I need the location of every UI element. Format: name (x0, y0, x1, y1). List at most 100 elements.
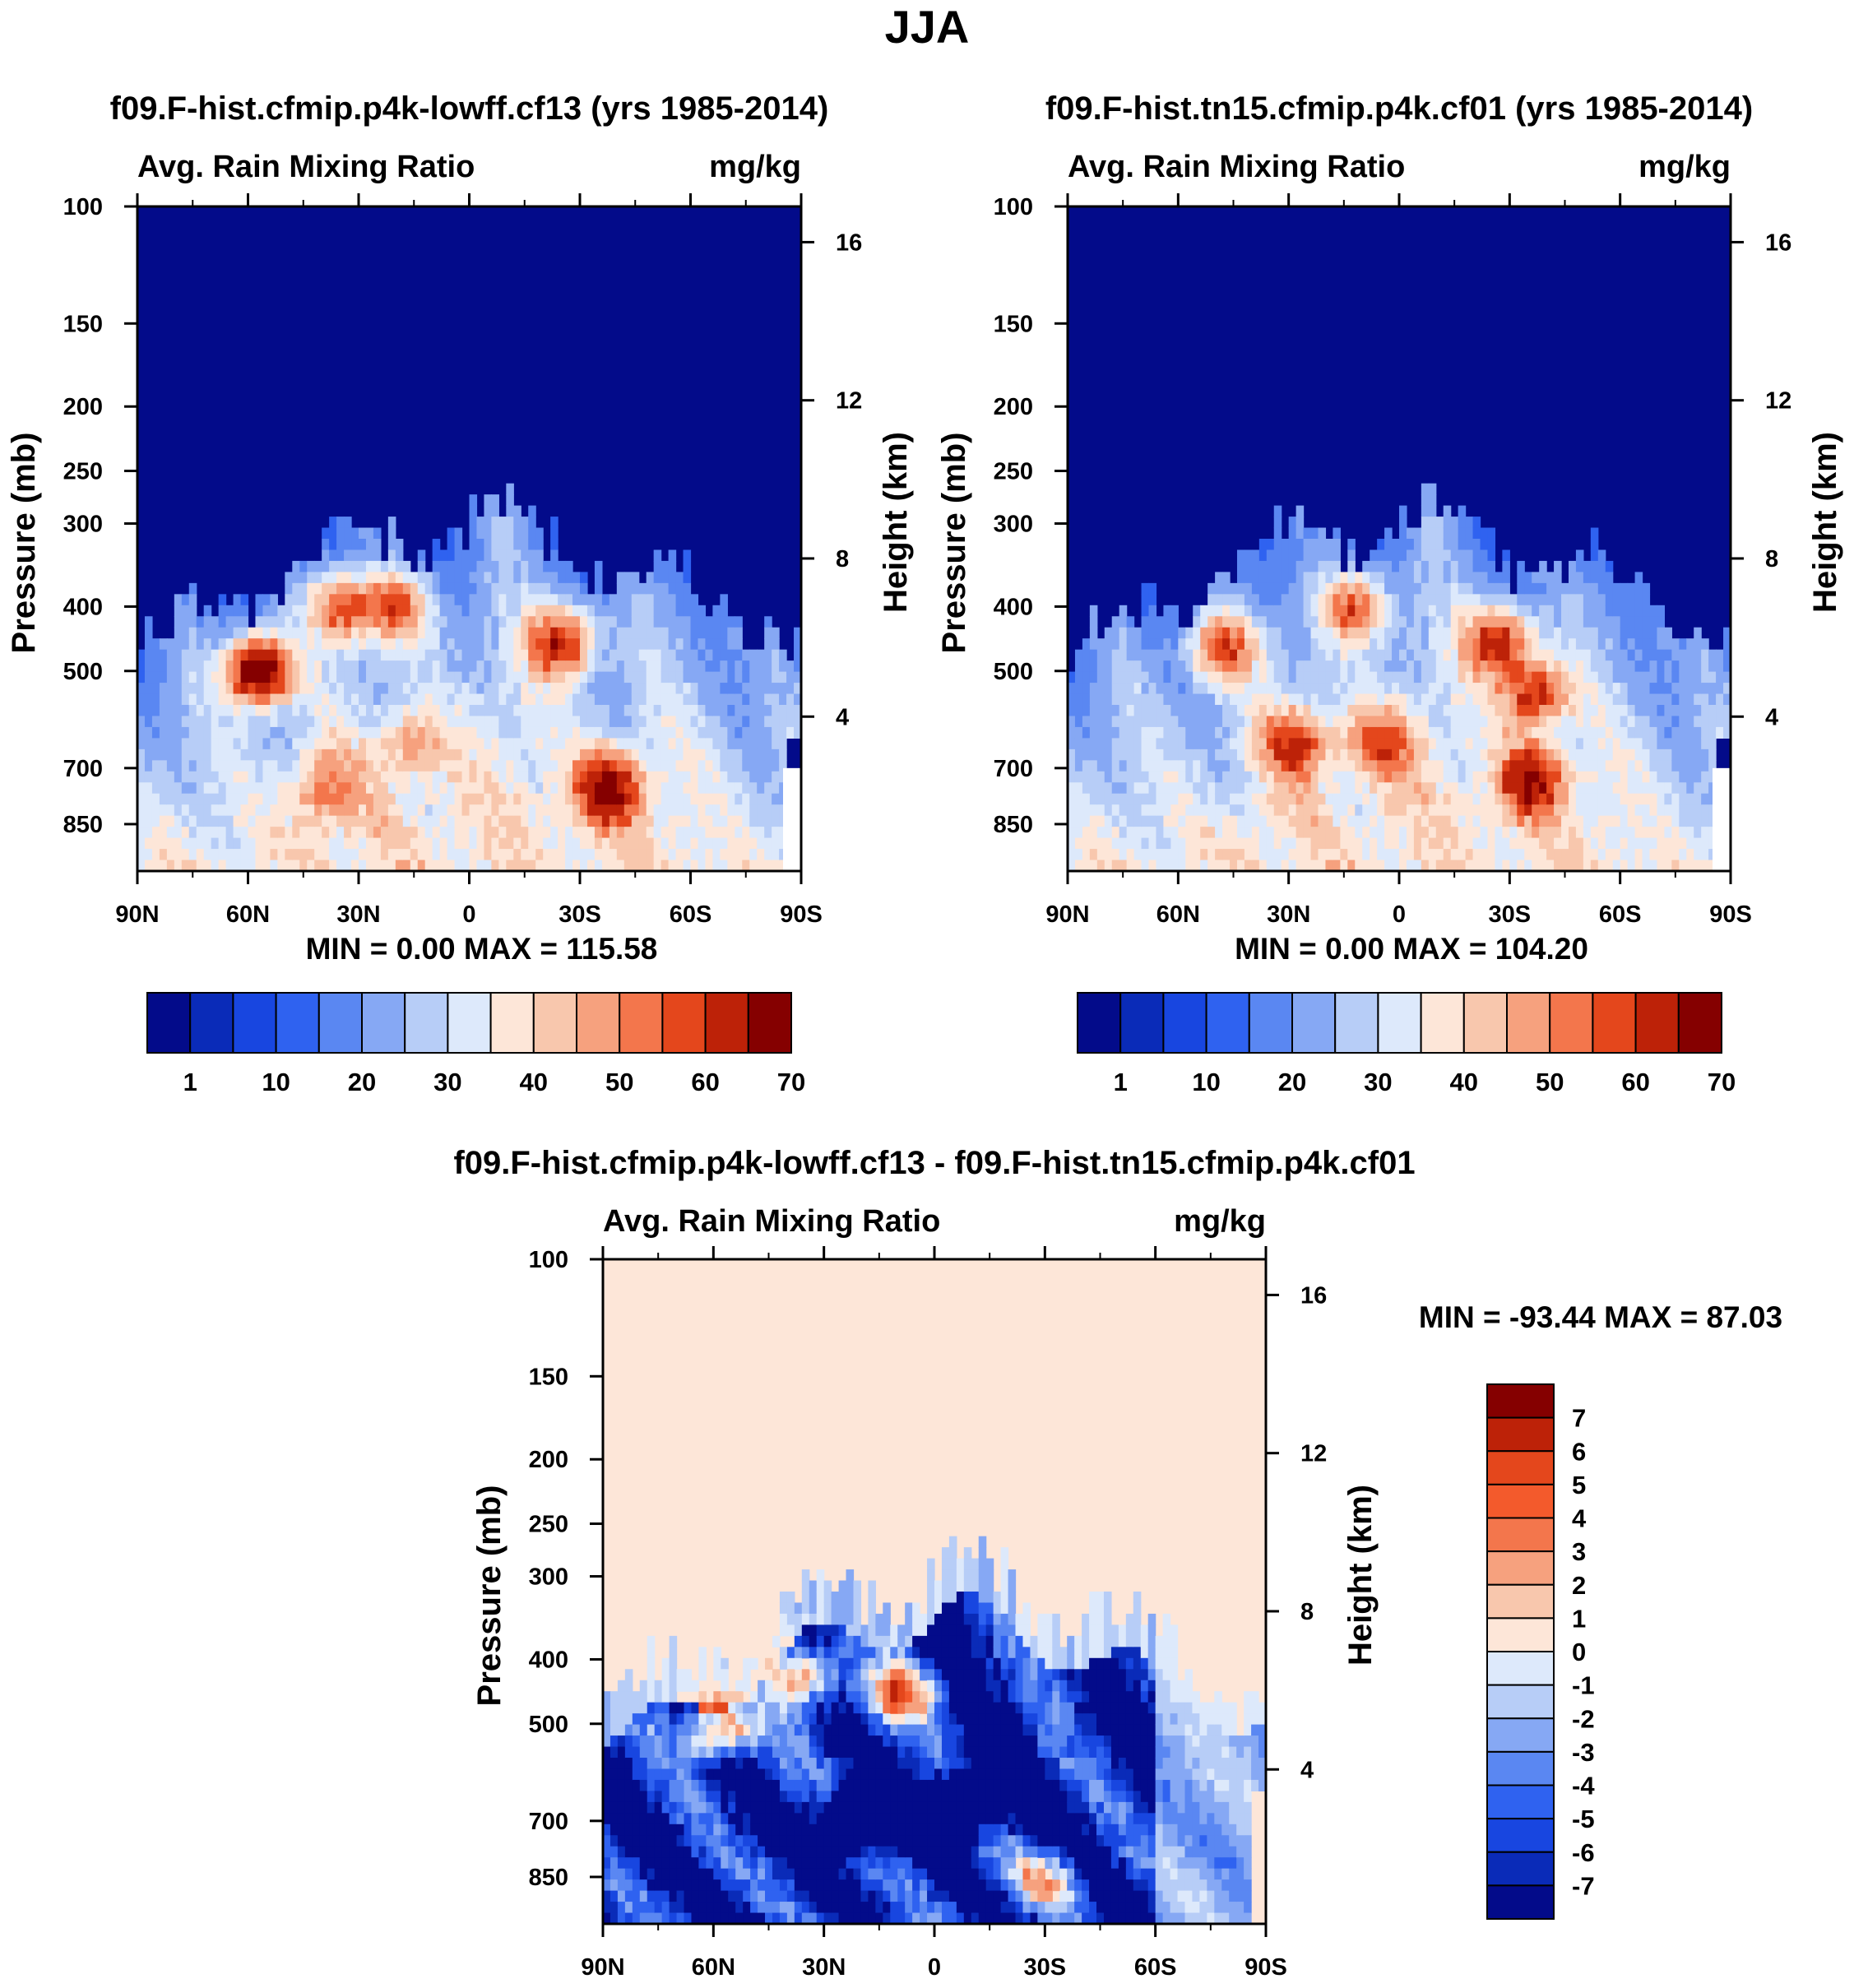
contour-cell (373, 827, 382, 839)
contour-cell (1207, 716, 1216, 728)
contour-cell (498, 748, 507, 761)
contour-cell (616, 837, 625, 850)
contour-cell (1597, 660, 1606, 673)
contour-cell (1258, 605, 1268, 617)
contour-cell (211, 716, 220, 728)
contour-cell (248, 748, 257, 761)
contour-cell (616, 793, 625, 805)
contour-cell (1679, 804, 1687, 817)
contour-cell (764, 716, 772, 728)
contour-cell (1207, 627, 1216, 639)
contour-cell (1502, 627, 1510, 639)
contour-cell (277, 771, 285, 783)
contour-cell (359, 549, 367, 562)
contour-cell (1082, 738, 1091, 750)
contour-cell (749, 860, 758, 872)
contour-cell (550, 560, 559, 572)
contour-cell (447, 793, 456, 805)
contour-cell (166, 693, 175, 706)
contour-cell (742, 837, 750, 850)
colorbar-label: 20 (348, 1068, 376, 1096)
contour-cell (1450, 782, 1459, 795)
contour-cell (1472, 660, 1481, 673)
contour-cell (1193, 660, 1201, 673)
contour-cell (1251, 748, 1260, 761)
contour-cell (1546, 627, 1555, 639)
contour-cell (144, 716, 153, 728)
contour-cell (646, 738, 655, 750)
contour-cell (1273, 517, 1282, 529)
contour-cell (203, 638, 212, 651)
contour-cell (262, 793, 271, 805)
contour-cell (1384, 849, 1393, 861)
contour-cell (351, 827, 359, 839)
contour-cell (203, 660, 212, 673)
contour-cell (174, 705, 183, 717)
contour-cell (410, 793, 419, 805)
contour-cell (1509, 771, 1518, 783)
contour-cell (424, 705, 433, 717)
contour-cell (528, 716, 536, 728)
contour-cell (735, 693, 743, 706)
contour-cell (1303, 649, 1312, 661)
contour-cell (757, 827, 765, 839)
contour-cell (572, 738, 581, 750)
contour-cell (292, 804, 300, 817)
contour-cell (1347, 827, 1356, 839)
contour-cell (1443, 605, 1452, 617)
contour-cell (248, 726, 257, 739)
contour-cell (1399, 716, 1407, 728)
contour-cell (159, 782, 168, 795)
contour-cell (1406, 693, 1415, 706)
contour-cell (1517, 627, 1525, 639)
contour-cell (1546, 638, 1555, 651)
contour-cell (1362, 849, 1370, 861)
contour-cell (159, 726, 168, 739)
contour-cell (211, 638, 220, 651)
contour-cell (1303, 860, 1312, 872)
contour-cell (764, 815, 772, 827)
contour-cell (572, 660, 581, 673)
contour-cell (1185, 782, 1194, 795)
contour-cell (1377, 660, 1385, 673)
contour-cell (1583, 827, 1592, 839)
contour-cell (660, 560, 670, 572)
contour-cell (395, 693, 404, 706)
contour-cell (314, 660, 322, 673)
contour-cell (439, 549, 448, 562)
contour-cell (690, 616, 699, 628)
contour-cell (1458, 849, 1467, 861)
contour-cell (299, 849, 308, 861)
contour-cell (1642, 616, 1651, 628)
contour-cell (402, 815, 411, 827)
contour-cell (1281, 837, 1290, 850)
contour-cell (1133, 638, 1143, 651)
contour-cell (594, 627, 603, 639)
contour-cell (1561, 827, 1569, 839)
contour-cell (469, 782, 478, 795)
contour-cell (690, 716, 699, 728)
contour-cell (1664, 793, 1672, 805)
contour-cell (181, 594, 190, 606)
contour-cell (1597, 549, 1606, 562)
contour-cell (329, 594, 337, 606)
contour-cell (623, 782, 633, 795)
contour-cell (344, 693, 352, 706)
contour-cell (698, 627, 707, 639)
colorbar-swatch (1549, 992, 1594, 1054)
contour-cell (749, 837, 758, 850)
contour-cell (159, 748, 168, 761)
contour-cell (1597, 594, 1606, 606)
contour-cell (550, 539, 559, 551)
contour-cell (439, 827, 448, 839)
contour-cell (1089, 616, 1098, 628)
contour-cell (735, 638, 743, 651)
contour-cell (705, 726, 713, 739)
contour-cell (1303, 782, 1312, 795)
contour-cell (292, 738, 300, 750)
contour-cell (675, 638, 684, 651)
contour-cell (1355, 804, 1363, 817)
contour-cell (594, 804, 603, 817)
contour-cell (1119, 705, 1128, 717)
contour-cell (631, 705, 640, 717)
